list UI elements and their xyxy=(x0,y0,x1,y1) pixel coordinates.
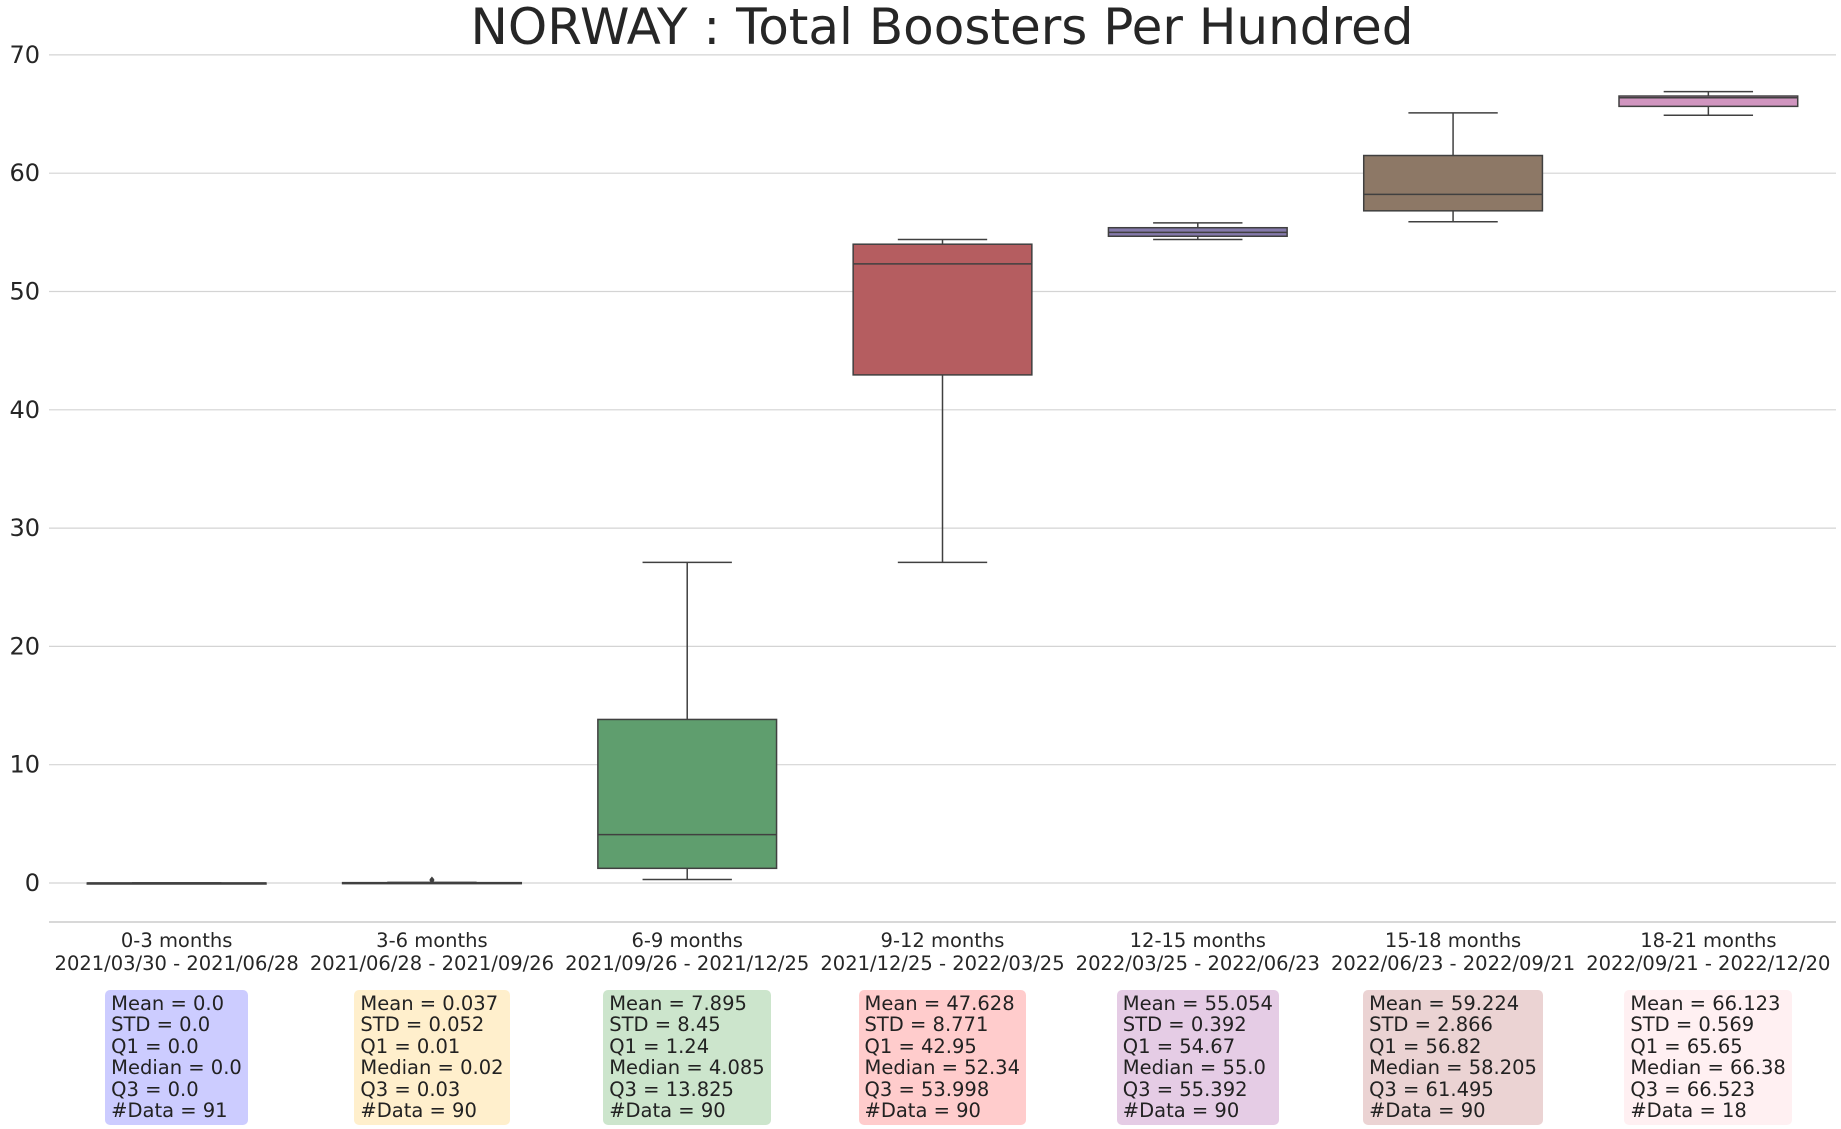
stat-box: Mean = 59.224 STD = 2.866 Q1 = 56.82 Median… xyxy=(1363,990,1543,1126)
x-tick-date-range: 2022/03/25 - 2022/06/23 xyxy=(1076,952,1320,975)
stat-line: Q1 = 0.01 xyxy=(360,1034,461,1058)
stat-line: Median = 0.0 xyxy=(111,1056,242,1080)
x-tick-label: 6-9 months xyxy=(631,929,743,952)
outlier-point xyxy=(429,876,435,883)
stat-line: #Data = 18 xyxy=(1630,1099,1747,1123)
stat-line: Mean = 59.224 xyxy=(1369,992,1520,1015)
box-group xyxy=(852,238,1033,564)
stat-line: Mean = 0.037 xyxy=(360,992,499,1015)
x-tick-date-range: 2021/03/30 - 2021/06/28 xyxy=(55,952,299,975)
stat-line: Q3 = 13.825 xyxy=(609,1077,734,1101)
y-tick-label: 70 xyxy=(9,41,40,69)
x-tick-date-range: 2021/09/26 - 2021/12/25 xyxy=(565,952,809,975)
x-tick-label: 18-21 months xyxy=(1640,929,1776,952)
x-tick-label: 9-12 months xyxy=(881,929,1005,952)
y-tick-label: 30 xyxy=(9,514,40,542)
y-tick-label: 20 xyxy=(9,632,40,660)
stat-line: Median = 66.38 xyxy=(1630,1056,1786,1080)
y-tick-label: 0 xyxy=(25,869,40,897)
box-iqr xyxy=(1618,95,1799,108)
chart-title: NORWAY : Total Boosters Per Hundred xyxy=(471,0,1414,56)
x-tick-label: 15-18 months xyxy=(1385,929,1521,952)
stat-line: Q1 = 42.95 xyxy=(864,1034,977,1058)
x-tick-date-range: 2022/06/23 - 2022/09/21 xyxy=(1331,952,1575,975)
stat-line: STD = 0.569 xyxy=(1630,1013,1755,1037)
y-tick-label: 10 xyxy=(9,751,40,779)
stat-line: #Data = 90 xyxy=(360,1099,477,1123)
stat-line: Q3 = 66.523 xyxy=(1630,1077,1756,1101)
stat-line: Q1 = 56.82 xyxy=(1369,1034,1482,1058)
stat-box: Mean = 0.0 STD = 0.0 Q1 = 0.0 Median = 0.0 Q… xyxy=(105,990,248,1126)
boxes xyxy=(86,90,1799,885)
x-tick-label: 12-15 months xyxy=(1130,929,1266,952)
stat-line: Q3 = 0.03 xyxy=(360,1077,461,1101)
stat-box: Mean = 47.628 STD = 8.771 Q1 = 42.95 Median… xyxy=(858,990,1026,1126)
box-iqr xyxy=(852,243,1033,376)
box-group xyxy=(1362,112,1544,223)
stat-box: Mean = 55.054 STD = 0.392 Q1 = 54.67 Median… xyxy=(1116,990,1279,1126)
box-group xyxy=(597,561,778,881)
stat-line: Median = 4.085 xyxy=(609,1056,765,1080)
y-axis-ticks: 0 10 20 30 40 50 60 70 xyxy=(9,41,40,897)
y-tick-label: 60 xyxy=(9,159,40,187)
stat-box: Mean = 66.123 STD = 0.569 Q1 = 65.65 Median… xyxy=(1624,990,1792,1126)
stat-line: Q3 = 53.998 xyxy=(864,1077,990,1101)
stat-line: STD = 0.0 xyxy=(111,1013,211,1037)
stat-line: #Data = 90 xyxy=(609,1099,726,1123)
stat-line: Median = 0.02 xyxy=(360,1056,504,1080)
y-tick-label: 40 xyxy=(9,396,40,424)
stat-line: Q1 = 0.0 xyxy=(111,1034,199,1058)
stat-line: Q1 = 54.67 xyxy=(1122,1034,1236,1058)
box-group xyxy=(341,876,523,885)
stat-line: Median = 55.0 xyxy=(1122,1056,1266,1080)
stat-line: Q3 = 61.495 xyxy=(1369,1077,1494,1101)
box-group xyxy=(1107,222,1288,241)
box-group xyxy=(86,882,267,885)
stat-line: #Data = 91 xyxy=(111,1099,228,1123)
stat-line: Mean = 47.628 xyxy=(864,992,1015,1015)
stat-line: Q1 = 65.65 xyxy=(1630,1034,1743,1058)
stat-line: Mean = 66.123 xyxy=(1630,992,1781,1015)
x-tick-label: 3-6 months xyxy=(376,929,488,952)
box-group xyxy=(1618,90,1799,116)
x-tick-date-range: 2021/06/28 - 2021/09/26 xyxy=(310,952,554,975)
stat-line: Mean = 0.0 xyxy=(111,992,225,1015)
stat-line: Median = 58.205 xyxy=(1369,1056,1537,1080)
stat-line: Q3 = 0.0 xyxy=(111,1077,199,1101)
x-tick-label: 0-3 months xyxy=(121,929,233,952)
stat-line: STD = 8.45 xyxy=(609,1013,721,1037)
stat-box: Mean = 0.037 STD = 0.052 Q1 = 0.01 Median =… xyxy=(354,990,510,1126)
stat-line: STD = 0.392 xyxy=(1122,1013,1247,1037)
stat-line: STD = 2.866 xyxy=(1369,1013,1493,1037)
box-iqr xyxy=(1362,154,1544,212)
box-iqr xyxy=(597,718,778,870)
stat-line: Mean = 55.054 xyxy=(1122,992,1273,1015)
stat-line: #Data = 90 xyxy=(1369,1099,1486,1123)
stat-line: Q3 = 55.392 xyxy=(1122,1077,1248,1101)
x-tick-date-range: 2021/12/25 - 2022/03/25 xyxy=(820,952,1064,975)
stat-line: STD = 8.771 xyxy=(864,1013,989,1037)
stat-line: Median = 52.34 xyxy=(864,1056,1021,1080)
stat-line: #Data = 90 xyxy=(864,1099,981,1123)
stat-line: Q1 = 1.24 xyxy=(609,1034,710,1058)
stat-line: Mean = 7.895 xyxy=(609,992,747,1015)
x-tick-date-range: 2022/09/21 - 2022/12/20 xyxy=(1586,952,1830,975)
stat-line: #Data = 90 xyxy=(1122,1099,1240,1123)
stat-line: STD = 0.052 xyxy=(360,1013,485,1037)
stat-box: Mean = 7.895 STD = 8.45 Q1 = 1.24 Median = … xyxy=(603,990,771,1126)
y-tick-label: 50 xyxy=(9,278,40,306)
